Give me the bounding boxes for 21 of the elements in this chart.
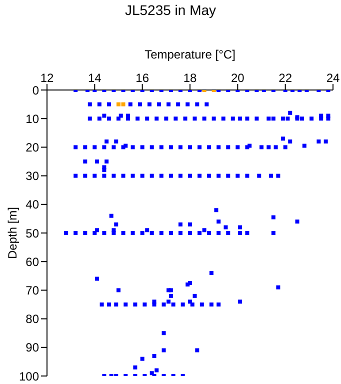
y-tick-label: 40 xyxy=(26,198,40,212)
y-tick-label: 30 xyxy=(26,169,40,184)
y-tick-label: 80 xyxy=(26,312,40,326)
x-tick-label: 18 xyxy=(183,71,197,85)
y-axis-title: Depth [m] xyxy=(5,206,20,260)
y-tick-label: 70 xyxy=(26,283,40,298)
x-axis-title: Temperature [°C] xyxy=(144,48,236,62)
x-tick-label: 20 xyxy=(230,71,245,85)
y-tick-label: 10 xyxy=(26,112,40,126)
x-tick-label: 16 xyxy=(136,71,150,85)
chart-title: JL5235 in May xyxy=(124,2,218,18)
y-tick-label: 0 xyxy=(32,83,40,98)
x-tick-label: 14 xyxy=(88,71,102,85)
x-tick-label: 12 xyxy=(40,71,54,85)
x-tick-label: 22 xyxy=(278,71,292,85)
y-tick-label: 50 xyxy=(26,226,40,240)
y-tick-label: 60 xyxy=(26,254,40,269)
x-tick-label: 24 xyxy=(326,71,340,85)
y-tick-label: 90 xyxy=(26,340,40,355)
y-tick-label: 100 xyxy=(18,369,40,384)
y-tick-label: 20 xyxy=(26,140,40,154)
